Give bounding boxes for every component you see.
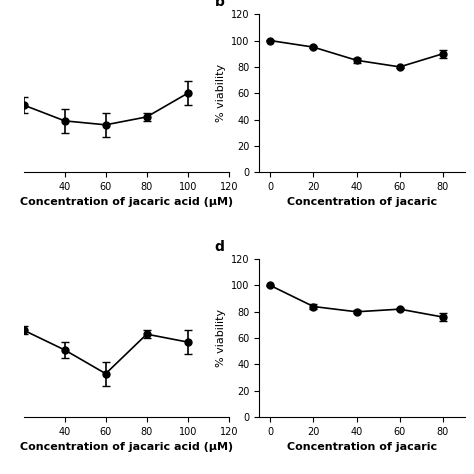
X-axis label: Concentration of jacaric: Concentration of jacaric (287, 198, 437, 208)
X-axis label: Concentration of jacaric acid (μM): Concentration of jacaric acid (μM) (19, 442, 233, 452)
Text: d: d (214, 240, 224, 255)
Y-axis label: % viability: % viability (216, 64, 226, 122)
Y-axis label: % viability: % viability (216, 309, 226, 367)
X-axis label: Concentration of jacaric acid (μM): Concentration of jacaric acid (μM) (19, 198, 233, 208)
Text: b: b (214, 0, 224, 9)
X-axis label: Concentration of jacaric: Concentration of jacaric (287, 442, 437, 452)
